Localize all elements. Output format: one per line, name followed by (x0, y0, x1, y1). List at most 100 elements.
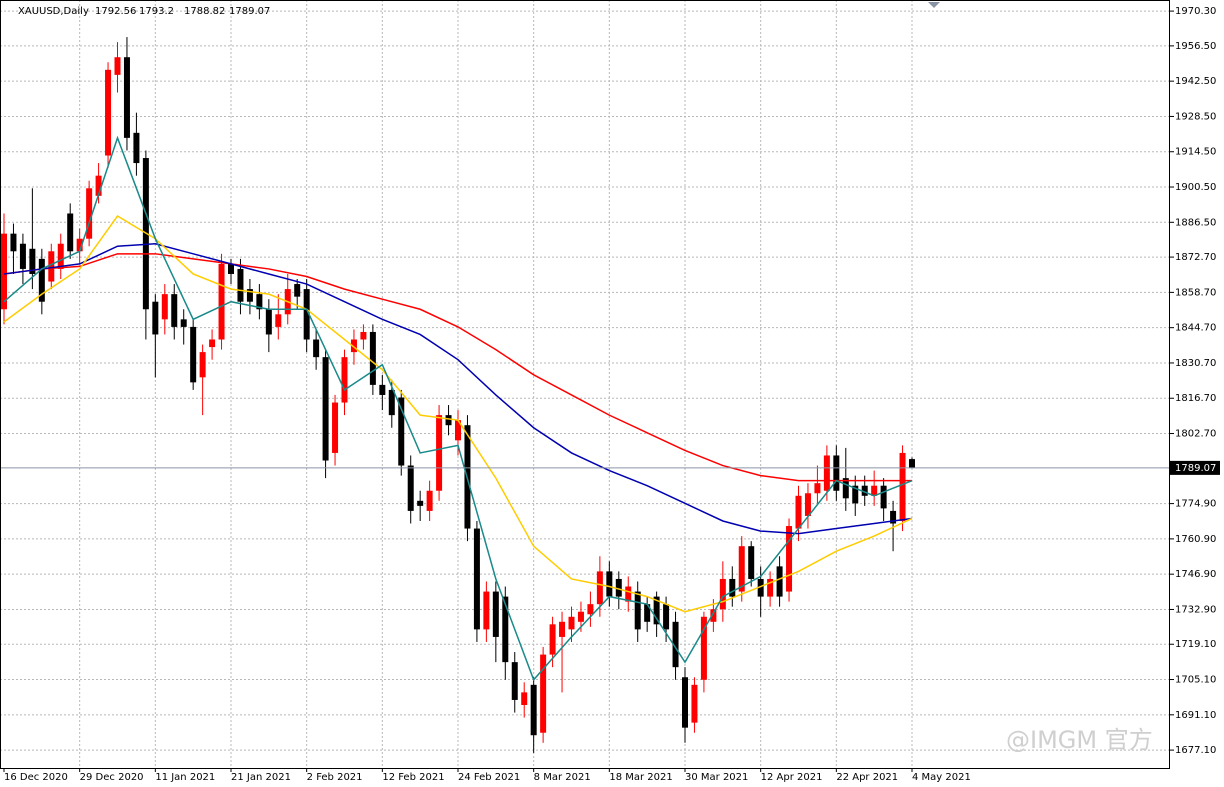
candle-body (644, 604, 651, 622)
candle-body (275, 314, 282, 327)
candle-body (587, 604, 594, 615)
candle-body (842, 478, 849, 499)
x-tick-label: 21 Jan 2021 (231, 772, 291, 783)
candle-body (86, 188, 93, 239)
candle-body (369, 331, 376, 385)
y-tick-label: 1900.50 (1175, 182, 1216, 193)
candle-body (303, 289, 310, 340)
candle-body (313, 339, 320, 358)
candle-body (719, 578, 726, 610)
y-tick-label: 1956.50 (1175, 41, 1216, 52)
candle-body (57, 243, 64, 269)
candle-body (492, 591, 499, 637)
candle-body (880, 485, 887, 509)
candle-body (228, 263, 234, 274)
candle-body (199, 352, 206, 378)
ohlc-open: 1792.56 (95, 6, 136, 17)
x-tick-label: 12 Apr 2021 (761, 772, 823, 783)
candle-body (190, 326, 197, 383)
y-tick-label: 1732.90 (1175, 604, 1216, 615)
y-tick-label: 1719.10 (1175, 639, 1216, 650)
candle-body (1, 233, 7, 310)
current-price-box (1170, 460, 1220, 475)
candle-body (909, 459, 915, 468)
x-tick-label: 8 Mar 2021 (534, 772, 591, 783)
x-tick-label: 12 Feb 2021 (382, 772, 444, 783)
x-tick-label: 30 Mar 2021 (685, 772, 748, 783)
candle-body (105, 69, 112, 156)
x-tick-label: 18 Mar 2021 (609, 772, 672, 783)
candle-body (502, 596, 509, 663)
candle-body (672, 621, 679, 668)
candle-body (398, 397, 405, 466)
candle-body (388, 389, 395, 416)
candle-body (861, 485, 868, 496)
candle-body (795, 495, 802, 529)
candle-body (123, 57, 130, 138)
candle-body (171, 294, 178, 327)
candle-body (417, 500, 424, 506)
candle-body (748, 546, 755, 579)
candle-body (360, 331, 367, 340)
grid (0, 0, 1170, 768)
candle-body (625, 586, 632, 602)
shift-marker (928, 2, 940, 8)
candle-body (786, 526, 793, 592)
chart-title: XAUUSD,Daily (18, 6, 89, 17)
y-tick-label: 1872.70 (1175, 252, 1216, 263)
candle-body (663, 604, 670, 630)
candle-body (530, 684, 537, 736)
y-tick-label: 1886.50 (1175, 217, 1216, 228)
y-tick-label: 1677.10 (1175, 745, 1216, 756)
candle-body (350, 339, 357, 353)
candle-body (407, 465, 414, 511)
y-tick-label: 1914.50 (1175, 147, 1216, 158)
candle-body (161, 294, 168, 320)
candle-body (322, 357, 329, 461)
candle-body (738, 546, 745, 592)
candle-body (473, 528, 480, 630)
candle-body (209, 339, 216, 348)
candle-body (767, 578, 774, 597)
moving-average (3, 253, 912, 482)
candle-body (19, 243, 26, 269)
x-tick-label: 2 Feb 2021 (307, 772, 363, 783)
candle-body (852, 485, 859, 504)
candle-body (540, 654, 547, 733)
candle-body (615, 578, 622, 597)
candle-body (757, 578, 764, 597)
candle-body (76, 238, 83, 252)
candle-body (341, 357, 348, 403)
y-tick-label: 1816.70 (1175, 393, 1216, 404)
moving-average (3, 135, 913, 682)
candle-body (729, 578, 736, 597)
candle-body (95, 175, 102, 196)
candle-body (511, 662, 518, 700)
candle-body (246, 289, 253, 302)
ohlc-close: 1789.07 (229, 6, 270, 17)
y-tick-label: 1928.50 (1175, 111, 1216, 122)
x-tick-label: 22 Apr 2021 (836, 772, 898, 783)
candle-body (29, 248, 36, 274)
y-tick-label: 1774.90 (1175, 499, 1216, 510)
candle-body (710, 609, 717, 622)
x-tick-label: 16 Dec 2020 (4, 772, 68, 783)
marks (0, 37, 1170, 753)
candle-body (691, 684, 698, 723)
candle-body (180, 319, 187, 327)
candle-body (804, 493, 811, 516)
ohlc-low: 1788.82 (184, 6, 225, 17)
candle-body (568, 616, 575, 630)
candle-body (814, 483, 821, 494)
y-tick-label: 1858.70 (1175, 287, 1216, 298)
candle-body (483, 591, 490, 630)
ohlc-high: 1793.2 (139, 6, 174, 17)
candle-body (38, 258, 45, 302)
candle-body (332, 402, 339, 453)
candle-body (294, 284, 301, 297)
candle-body (379, 384, 386, 395)
x-tick-label: 29 Dec 2020 (80, 772, 144, 783)
candle-body (871, 485, 878, 496)
x-tick-label: 4 May 2021 (912, 772, 971, 783)
